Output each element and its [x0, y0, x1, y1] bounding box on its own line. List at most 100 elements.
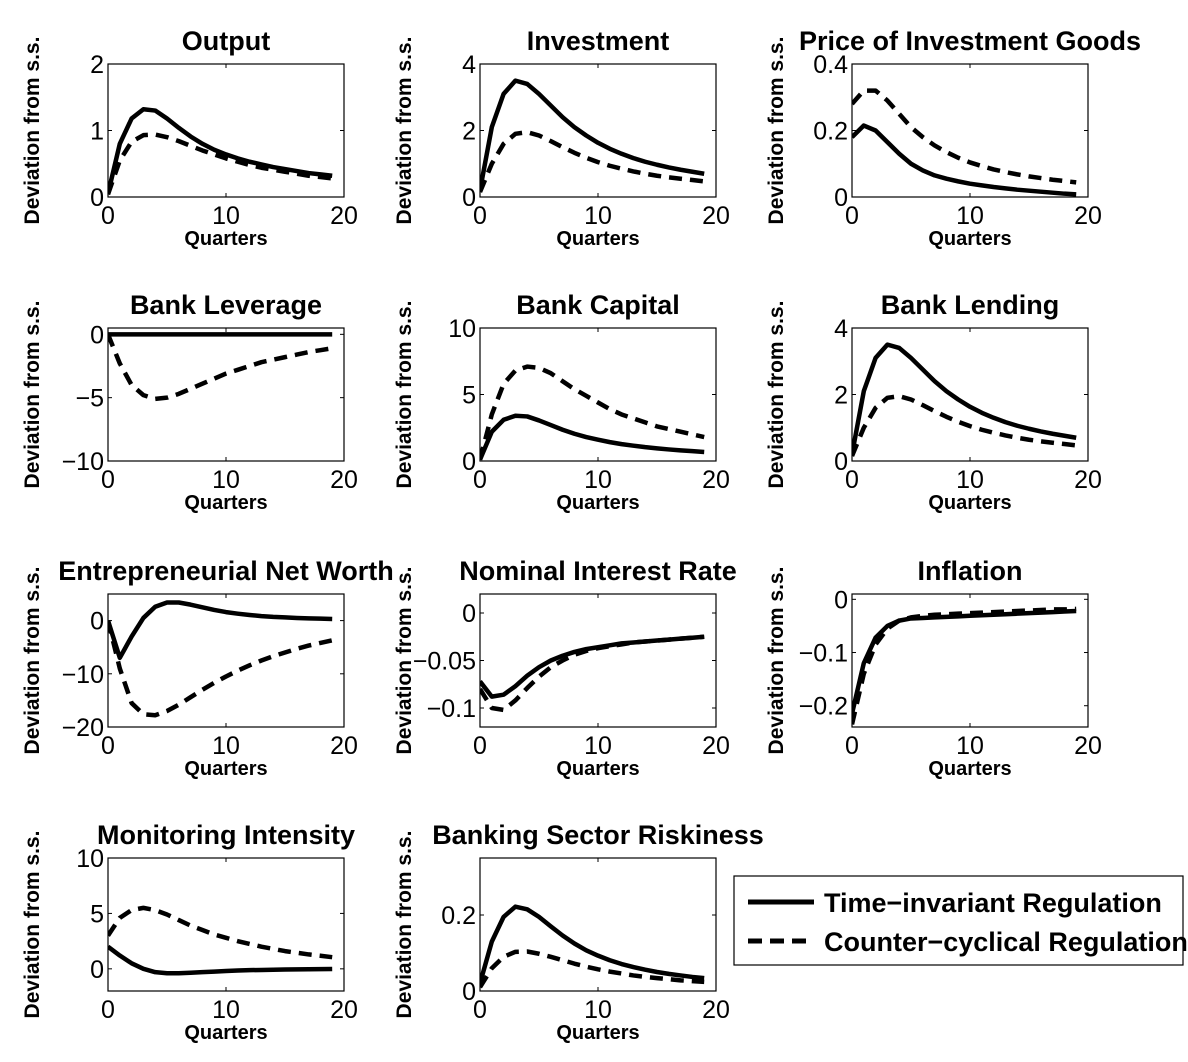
series-line-counter-cyclical: [480, 634, 705, 713]
x-tick-label: 0: [473, 996, 487, 1024]
y-tick-label: 4: [834, 315, 848, 343]
x-tick-label: 10: [212, 202, 240, 230]
chart-panel: 0 10 20 −0.2 −0.1 0 Inflation Quarters Deviation…: [765, 556, 1102, 780]
x-tick-label: 10: [956, 732, 984, 760]
x-tick-label: 10: [956, 202, 984, 230]
x-tick-label: 20: [1074, 732, 1102, 760]
y-axis-label: Deviation from s.s.: [393, 37, 416, 225]
x-axis-label: Quarters: [928, 492, 1011, 514]
y-tick-label: 10: [76, 845, 104, 873]
chart-panel: 0 10 20 −10 −5 0 Bank Leverage Quarters Deviatio…: [21, 290, 358, 514]
x-axis-label: Quarters: [928, 758, 1011, 780]
chart-panel: 0 10 20 −20 −10 0 Entrepreneurial Net Worth Qua…: [21, 556, 394, 780]
y-tick-label: 0: [834, 184, 848, 212]
series-line-time-invariant: [108, 106, 333, 195]
x-tick-label: 20: [1074, 202, 1102, 230]
chart-panel: 0 10 20 0 2 4 Bank Lending Quarters Deviation fr…: [765, 290, 1102, 514]
x-axis-label: Quarters: [928, 228, 1011, 250]
chart-panel: 0 10 20 −0.1 −0.05 0 Nominal Interest Rate Quar…: [393, 556, 737, 780]
y-tick-label: 0: [834, 448, 848, 476]
y-tick-label: 2: [462, 118, 476, 146]
series-line-counter-cyclical: [108, 333, 333, 402]
y-axis-label: Deviation from s.s.: [21, 37, 44, 225]
series-line-counter-cyclical: [480, 364, 705, 461]
y-tick-label: −5: [75, 385, 104, 413]
panel-title: Bank Lending: [881, 290, 1060, 320]
series-line-time-invariant: [480, 904, 705, 985]
x-tick-label: 20: [1074, 466, 1102, 494]
x-tick-label: 20: [702, 466, 730, 494]
y-tick-label: −0.2: [799, 693, 848, 721]
chart-panel: 0 10 20 0 2 4 Investment Quarters Deviation from…: [393, 26, 730, 250]
x-tick-label: 0: [845, 732, 859, 760]
series-line-counter-cyclical: [108, 620, 333, 718]
x-tick-label: 20: [330, 466, 358, 494]
x-tick-label: 10: [212, 732, 240, 760]
x-tick-label: 0: [101, 466, 115, 494]
y-tick-label: 4: [462, 51, 476, 79]
y-tick-label: 0: [834, 586, 848, 614]
y-tick-label: 0: [90, 956, 104, 984]
x-axis-label: Quarters: [556, 758, 639, 780]
series-line-counter-cyclical: [852, 393, 1077, 457]
panel-title: Investment: [527, 26, 670, 56]
series-line-counter-cyclical: [108, 132, 333, 196]
y-tick-label: −0.1: [799, 640, 848, 668]
y-tick-label: 0: [90, 184, 104, 212]
chart-panel: 0 10 20 0 0.2 Banking Sector Riskiness Quarter…: [393, 820, 764, 1044]
x-axis-label: Quarters: [184, 228, 267, 250]
x-tick-label: 0: [101, 202, 115, 230]
panel-title: Inflation: [918, 556, 1023, 586]
series-line-counter-cyclical: [108, 905, 333, 960]
y-tick-label: 2: [90, 51, 104, 79]
panel-title: Price of Investment Goods: [799, 26, 1141, 56]
panel-title: Entrepreneurial Net Worth: [58, 556, 394, 586]
y-tick-label: 10: [448, 315, 476, 343]
y-tick-label: 0: [462, 600, 476, 628]
y-tick-label: 1: [90, 118, 104, 146]
legend-label: Counter−cyclical Regulation: [824, 927, 1188, 957]
series-line-counter-cyclical: [852, 606, 1077, 725]
series-line-time-invariant: [852, 608, 1077, 715]
y-tick-label: 0: [90, 608, 104, 636]
series-line-time-invariant: [852, 342, 1077, 455]
y-axis-label: Deviation from s.s.: [393, 567, 416, 755]
series-line-time-invariant: [480, 78, 705, 191]
axes-frame: [479, 593, 717, 728]
series-line-time-invariant: [108, 600, 333, 661]
x-tick-label: 20: [330, 202, 358, 230]
y-axis-label: Deviation from s.s.: [393, 831, 416, 1019]
series-line-counter-cyclical: [480, 129, 705, 193]
series-line-counter-cyclical: [852, 88, 1077, 185]
x-tick-label: 20: [702, 202, 730, 230]
panel-title: Bank Capital: [516, 290, 680, 320]
x-tick-label: 0: [845, 466, 859, 494]
y-tick-label: 2: [834, 382, 848, 410]
y-tick-label: 5: [90, 900, 104, 928]
x-tick-label: 0: [101, 732, 115, 760]
legend-label: Time−invariant Regulation: [824, 888, 1162, 918]
x-tick-label: 10: [584, 732, 612, 760]
y-tick-label: −20: [62, 714, 104, 742]
legend: Time−invariant Regulation Counter−cyclica…: [733, 875, 1188, 966]
y-tick-label: 0.2: [441, 902, 476, 930]
y-tick-label: 0: [90, 321, 104, 349]
y-tick-label: −10: [62, 661, 104, 689]
panel-title: Output: [182, 26, 270, 56]
y-tick-label: 0: [462, 448, 476, 476]
x-tick-label: 20: [330, 732, 358, 760]
y-axis-label: Deviation from s.s.: [21, 567, 44, 755]
series-line-time-invariant: [852, 123, 1077, 197]
y-tick-label: 0: [462, 184, 476, 212]
y-axis-label: Deviation from s.s.: [765, 567, 788, 755]
x-axis-label: Quarters: [556, 1022, 639, 1044]
series-line-time-invariant: [480, 634, 705, 699]
panel-title: Banking Sector Riskiness: [432, 820, 764, 850]
x-tick-label: 0: [473, 466, 487, 494]
x-tick-label: 10: [956, 466, 984, 494]
x-tick-label: 0: [101, 996, 115, 1024]
y-tick-label: 0: [462, 978, 476, 1006]
chart-panel: 0 10 20 0 5 10 Bank Capital Quarters Deviation f…: [393, 290, 730, 514]
series-line-time-invariant: [480, 413, 705, 461]
